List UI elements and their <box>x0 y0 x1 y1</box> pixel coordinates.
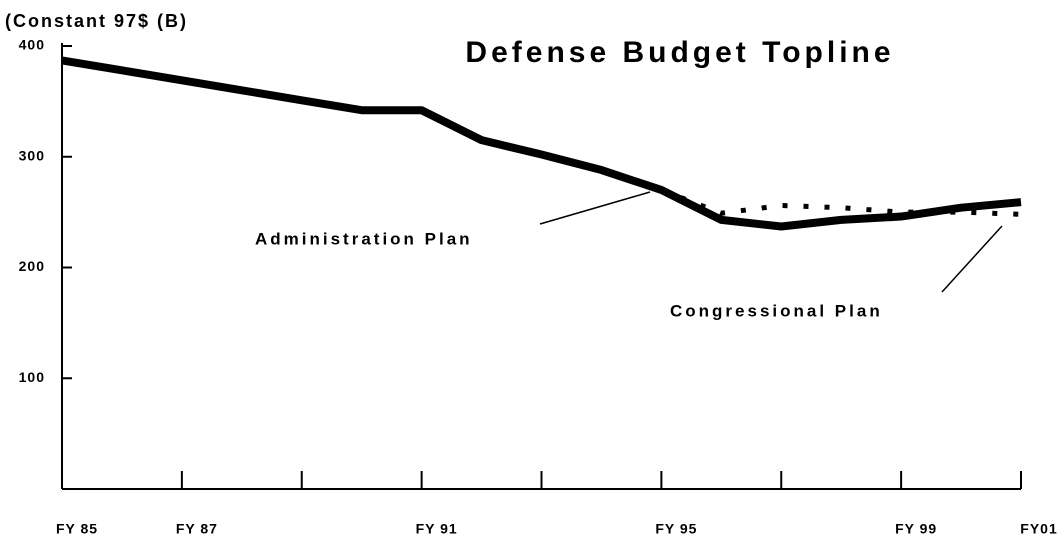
x-tick-label: FY 95 <box>655 521 697 537</box>
leader-line <box>539 191 651 225</box>
x-tick-label: FY 99 <box>895 521 937 537</box>
y-tick-label: 300 <box>19 147 45 163</box>
y-tick-label: 200 <box>19 258 45 274</box>
x-tick-label: FY01 <box>1020 521 1057 537</box>
series-line <box>61 56 1022 231</box>
leader-line <box>941 225 1003 293</box>
series-line <box>660 187 1022 217</box>
y-axis-label: (Constant 97$ (B) <box>5 11 188 31</box>
x-tick-label: FY 87 <box>176 521 218 537</box>
x-tick-label: FY 91 <box>416 521 458 537</box>
chart-title: Defense Budget Topline <box>465 36 894 69</box>
y-tick-label: 400 <box>19 37 45 53</box>
annotation: Congressional Plan <box>670 301 883 320</box>
annotation: Administration Plan <box>255 229 473 248</box>
y-tick-label: 100 <box>19 369 45 385</box>
x-tick-label: FY 85 <box>56 521 98 537</box>
